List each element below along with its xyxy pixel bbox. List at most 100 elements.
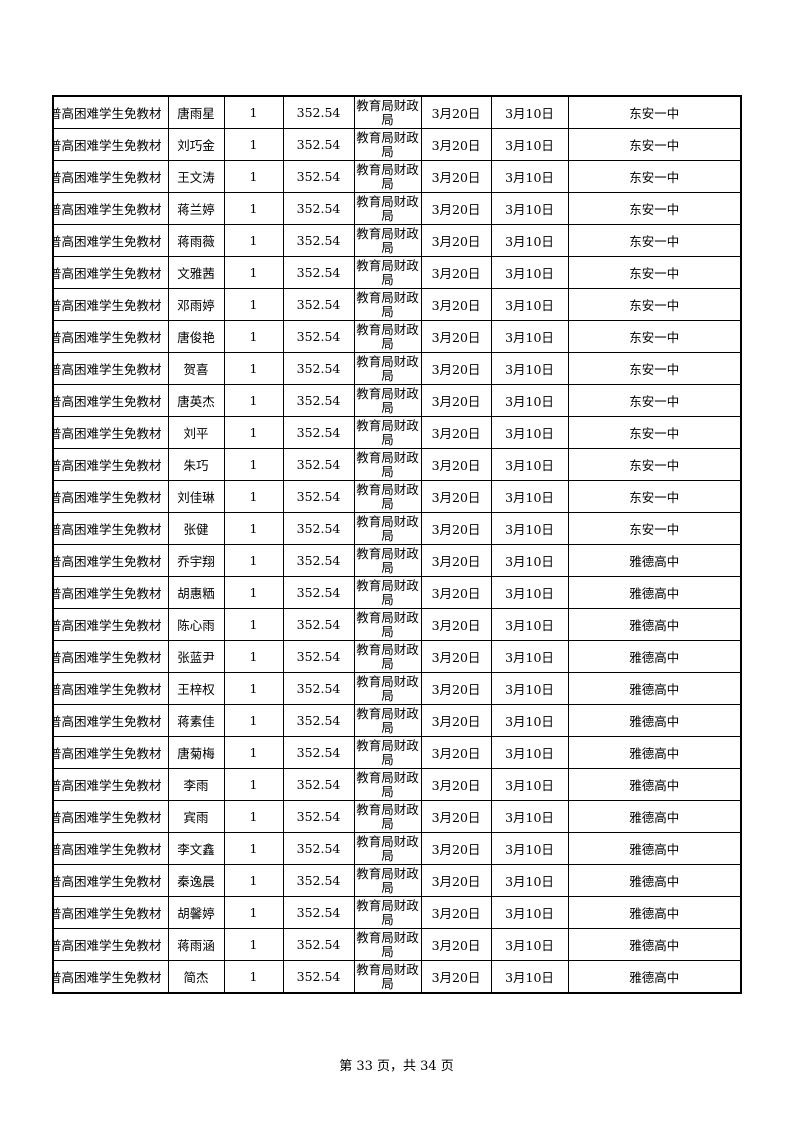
amount-cell: 352.54 xyxy=(282,704,355,737)
item-text: 普高困难学生免教材 xyxy=(53,970,162,985)
item-text: 普高困难学生免教材 xyxy=(53,906,162,921)
payer-cell: 教育局财政局 xyxy=(353,896,422,929)
quantity-cell: 1 xyxy=(223,256,284,289)
item-text: 普高困难学生免教材 xyxy=(53,234,162,249)
name-cell: 宾雨 xyxy=(167,800,225,833)
school-cell: 雅德高中 xyxy=(567,704,742,737)
date1-cell: 3月20日 xyxy=(420,544,492,577)
payer-cell: 教育局财政局 xyxy=(353,256,422,289)
name-cell: 文雅茜 xyxy=(167,256,225,289)
table-row: 普高困难学生免教材 唐菊梅 1 352.54 教育局财政局 3月20日 3月10日 雅德高中 xyxy=(52,736,742,769)
school-cell: 东安一中 xyxy=(567,512,742,545)
item-text: 普高困难学生免教材 xyxy=(53,746,162,761)
date1-cell: 3月20日 xyxy=(420,480,492,513)
amount-cell: 352.54 xyxy=(282,320,355,353)
amount-cell: 352.54 xyxy=(282,768,355,801)
item-cell: 普高困难学生免教材 xyxy=(52,544,169,577)
school-cell: 雅德高中 xyxy=(567,960,742,994)
item-cell: 普高困难学生免教材 xyxy=(52,224,169,257)
item-cell: 普高困难学生免教材 xyxy=(52,672,169,705)
item-text: 普高困难学生免教材 xyxy=(53,170,162,185)
school-cell: 雅德高中 xyxy=(567,768,742,801)
table-row: 普高困难学生免教材 胡惠粞 1 352.54 教育局财政局 3月20日 3月10日 雅德高中 xyxy=(52,576,742,609)
item-cell: 普高困难学生免教材 xyxy=(52,864,169,897)
school-cell: 东安一中 xyxy=(567,95,742,129)
date1-cell: 3月20日 xyxy=(420,128,492,161)
table-row: 普高困难学生免教材 刘巧金 1 352.54 教育局财政局 3月20日 3月10日 东安一中 xyxy=(52,128,742,161)
amount-cell: 352.54 xyxy=(282,352,355,385)
item-cell: 普高困难学生免教材 xyxy=(52,320,169,353)
item-text: 普高困难学生免教材 xyxy=(53,394,162,409)
item-cell: 普高困难学生免教材 xyxy=(52,352,169,385)
quantity-cell: 1 xyxy=(223,672,284,705)
item-text: 普高困难学生免教材 xyxy=(53,202,162,217)
date2-cell: 3月10日 xyxy=(490,224,569,257)
payer-cell: 教育局财政局 xyxy=(353,448,422,481)
name-cell: 乔宇翔 xyxy=(167,544,225,577)
name-cell: 简杰 xyxy=(167,960,225,994)
date2-cell: 3月10日 xyxy=(490,384,569,417)
name-cell: 蒋兰婷 xyxy=(167,192,225,225)
item-text: 普高困难学生免教材 xyxy=(53,266,162,281)
item-cell: 普高困难学生免教材 xyxy=(52,704,169,737)
page-footer: 第 33 页，共 34 页 xyxy=(339,1059,454,1074)
date1-cell: 3月20日 xyxy=(420,384,492,417)
item-text: 普高困难学生免教材 xyxy=(53,874,162,889)
table-row: 普高困难学生免教材 胡馨婷 1 352.54 教育局财政局 3月20日 3月10日 雅德高中 xyxy=(52,896,742,929)
item-text: 普高困难学生免教材 xyxy=(53,586,162,601)
item-cell: 普高困难学生免教材 xyxy=(52,95,169,129)
quantity-cell: 1 xyxy=(223,640,284,673)
quantity-cell: 1 xyxy=(223,928,284,961)
table-row: 普高困难学生免教材 张健 1 352.54 教育局财政局 3月20日 3月10日 东安一中 xyxy=(52,512,742,545)
payer-cell: 教育局财政局 xyxy=(353,160,422,193)
item-cell: 普高困难学生免教材 xyxy=(52,480,169,513)
item-text: 普高困难学生免教材 xyxy=(53,714,162,729)
date2-cell: 3月10日 xyxy=(490,320,569,353)
item-text: 普高困难学生免教材 xyxy=(53,938,162,953)
item-cell: 普高困难学生免教材 xyxy=(52,928,169,961)
school-cell: 雅德高中 xyxy=(567,896,742,929)
quantity-cell: 1 xyxy=(223,864,284,897)
payer-cell: 教育局财政局 xyxy=(353,95,422,129)
payer-cell: 教育局财政局 xyxy=(353,672,422,705)
table-row: 普高困难学生免教材 蒋素佳 1 352.54 教育局财政局 3月20日 3月10日 雅德高中 xyxy=(52,704,742,737)
item-cell: 普高困难学生免教材 xyxy=(52,800,169,833)
date2-cell: 3月10日 xyxy=(490,480,569,513)
date2-cell: 3月10日 xyxy=(490,736,569,769)
name-cell: 唐菊梅 xyxy=(167,736,225,769)
item-cell: 普高困难学生免教材 xyxy=(52,288,169,321)
date2-cell: 3月10日 xyxy=(490,672,569,705)
name-cell: 胡馨婷 xyxy=(167,896,225,929)
name-cell: 张蓝尹 xyxy=(167,640,225,673)
amount-cell: 352.54 xyxy=(282,384,355,417)
payer-cell: 教育局财政局 xyxy=(353,736,422,769)
quantity-cell: 1 xyxy=(223,448,284,481)
amount-cell: 352.54 xyxy=(282,448,355,481)
name-cell: 邓雨婷 xyxy=(167,288,225,321)
school-cell: 东安一中 xyxy=(567,128,742,161)
table-row: 普高困难学生免教材 朱巧 1 352.54 教育局财政局 3月20日 3月10日 东安一中 xyxy=(52,448,742,481)
date1-cell: 3月20日 xyxy=(420,95,492,129)
date1-cell: 3月20日 xyxy=(420,704,492,737)
date2-cell: 3月10日 xyxy=(490,704,569,737)
quantity-cell: 1 xyxy=(223,512,284,545)
quantity-cell: 1 xyxy=(223,768,284,801)
item-cell: 普高困难学生免教材 xyxy=(52,608,169,641)
table-row: 普高困难学生免教材 乔宇翔 1 352.54 教育局财政局 3月20日 3月10日 雅德高中 xyxy=(52,544,742,577)
quantity-cell: 1 xyxy=(223,608,284,641)
date2-cell: 3月10日 xyxy=(490,448,569,481)
school-cell: 雅德高中 xyxy=(567,640,742,673)
date2-cell: 3月10日 xyxy=(490,608,569,641)
amount-cell: 352.54 xyxy=(282,640,355,673)
school-cell: 东安一中 xyxy=(567,192,742,225)
data-table: 普高困难学生免教材 唐雨星 1 352.54 教育局财政局 3月20日 3月10日 东安一中普… xyxy=(52,95,742,994)
payer-cell: 教育局财政局 xyxy=(353,416,422,449)
item-cell: 普高困难学生免教材 xyxy=(52,832,169,865)
quantity-cell: 1 xyxy=(223,480,284,513)
quantity-cell: 1 xyxy=(223,128,284,161)
name-cell: 蒋雨涵 xyxy=(167,928,225,961)
date1-cell: 3月20日 xyxy=(420,352,492,385)
payer-cell: 教育局财政局 xyxy=(353,288,422,321)
amount-cell: 352.54 xyxy=(282,608,355,641)
table-row: 普高困难学生免教材 秦逸晨 1 352.54 教育局财政局 3月20日 3月10日 雅德高中 xyxy=(52,864,742,897)
